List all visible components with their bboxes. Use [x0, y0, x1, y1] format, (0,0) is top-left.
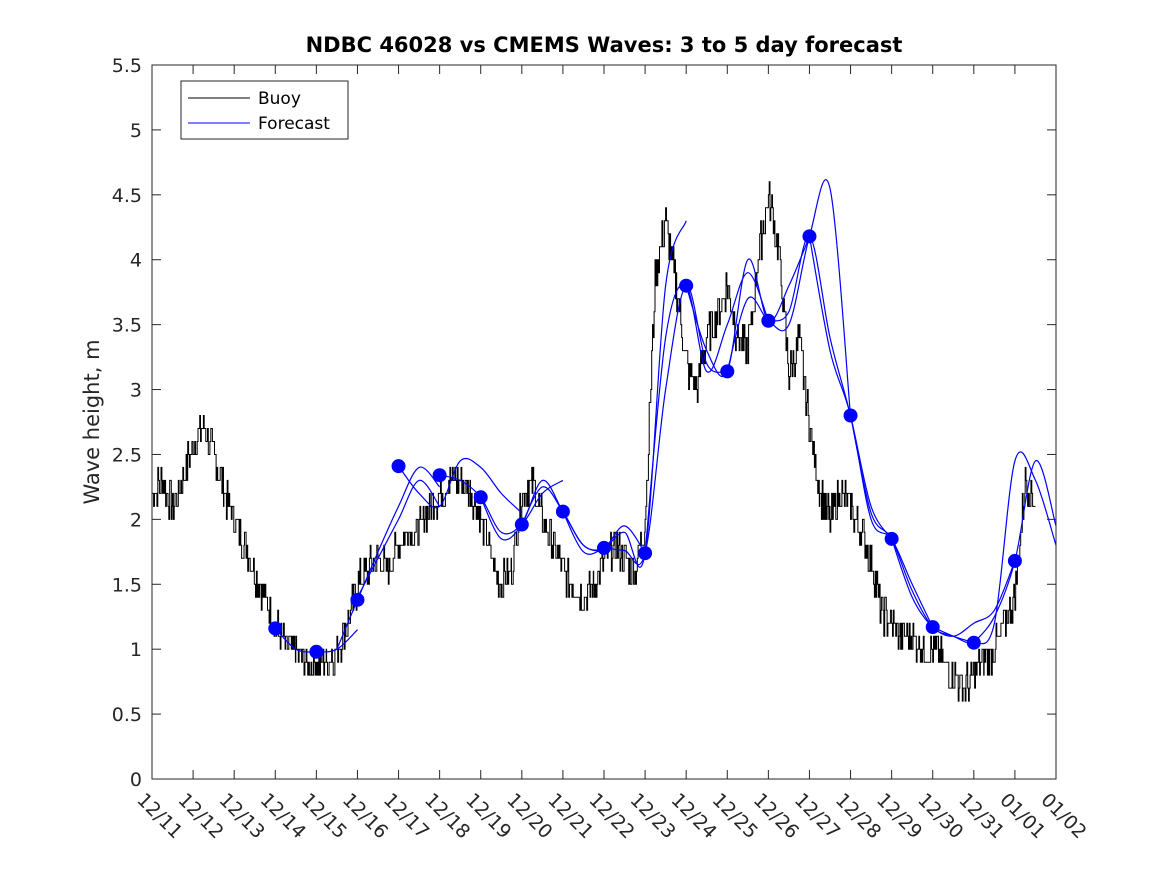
forecast-marker [843, 408, 858, 423]
forecast-marker [597, 540, 611, 555]
forecast-segment-8 [603, 285, 728, 565]
forecast-segment-6 [521, 486, 646, 554]
forecast-marker [1007, 553, 1022, 568]
y-tick-label: 3 [130, 380, 142, 402]
y-axis-label: Wave height, m [80, 339, 104, 504]
forecast-marker [966, 635, 981, 650]
y-tick-label: 5.5 [112, 55, 142, 77]
forecast-marker [720, 364, 735, 379]
forecast-markers [268, 229, 1022, 659]
y-tick-label: 5 [130, 120, 142, 142]
y-tick-label: 4.5 [112, 185, 142, 207]
y-tick-label: 3.5 [112, 315, 142, 337]
legend: Buoy Forecast [180, 80, 349, 140]
forecast-segment-13 [808, 236, 934, 628]
y-axis-ticks: 0 0.5 1 1.5 2 2.5 3 3.5 4 4.5 5 5.5 [112, 55, 1056, 791]
y-tick-label: 0.5 [112, 704, 142, 726]
forecast-segment-3 [398, 457, 523, 514]
y-tick-label: 2.5 [112, 444, 142, 466]
forecast-marker [679, 278, 694, 293]
y-tick-label: 1.5 [112, 574, 142, 596]
y-tick-label: 2 [130, 509, 142, 531]
plot-area [152, 65, 1056, 779]
forecast-marker [802, 229, 817, 244]
legend-forecast-label: Forecast [258, 114, 330, 134]
forecast-marker [555, 504, 570, 519]
forecast-marker [884, 531, 899, 546]
y-tick-label: 4 [130, 250, 142, 272]
forecast-segment-7 [562, 220, 687, 568]
y-tick-label: 0 [130, 769, 142, 791]
forecast-marker [391, 459, 406, 474]
forecast-marker [761, 313, 776, 328]
forecast-marker [638, 546, 653, 561]
forecast-segment-4 [439, 474, 564, 535]
forecast-segment-17 [973, 460, 1057, 644]
forecast-segment-2 [356, 479, 441, 598]
legend-box [180, 80, 349, 140]
forecast-marker [350, 592, 365, 607]
forecast-marker [268, 621, 283, 636]
forecast-segment-12 [768, 235, 893, 540]
forecast-segment-10 [685, 236, 811, 378]
forecast-segment-16 [932, 451, 1057, 645]
forecast-segment-11 [726, 179, 852, 416]
forecast-marker [925, 620, 940, 635]
forecast-marker [473, 490, 488, 505]
legend-buoy-label: Buoy [258, 89, 301, 109]
forecast-marker [432, 468, 447, 483]
forecast-marker [514, 517, 529, 532]
buoy-series-line [152, 181, 1036, 702]
y-tick-label: 1 [130, 639, 142, 661]
chart-title: NDBC 46028 vs CMEMS Waves: 3 to 5 day fo… [306, 33, 903, 57]
forecast-marker [309, 644, 324, 659]
forecast-segment-9 [644, 272, 769, 554]
